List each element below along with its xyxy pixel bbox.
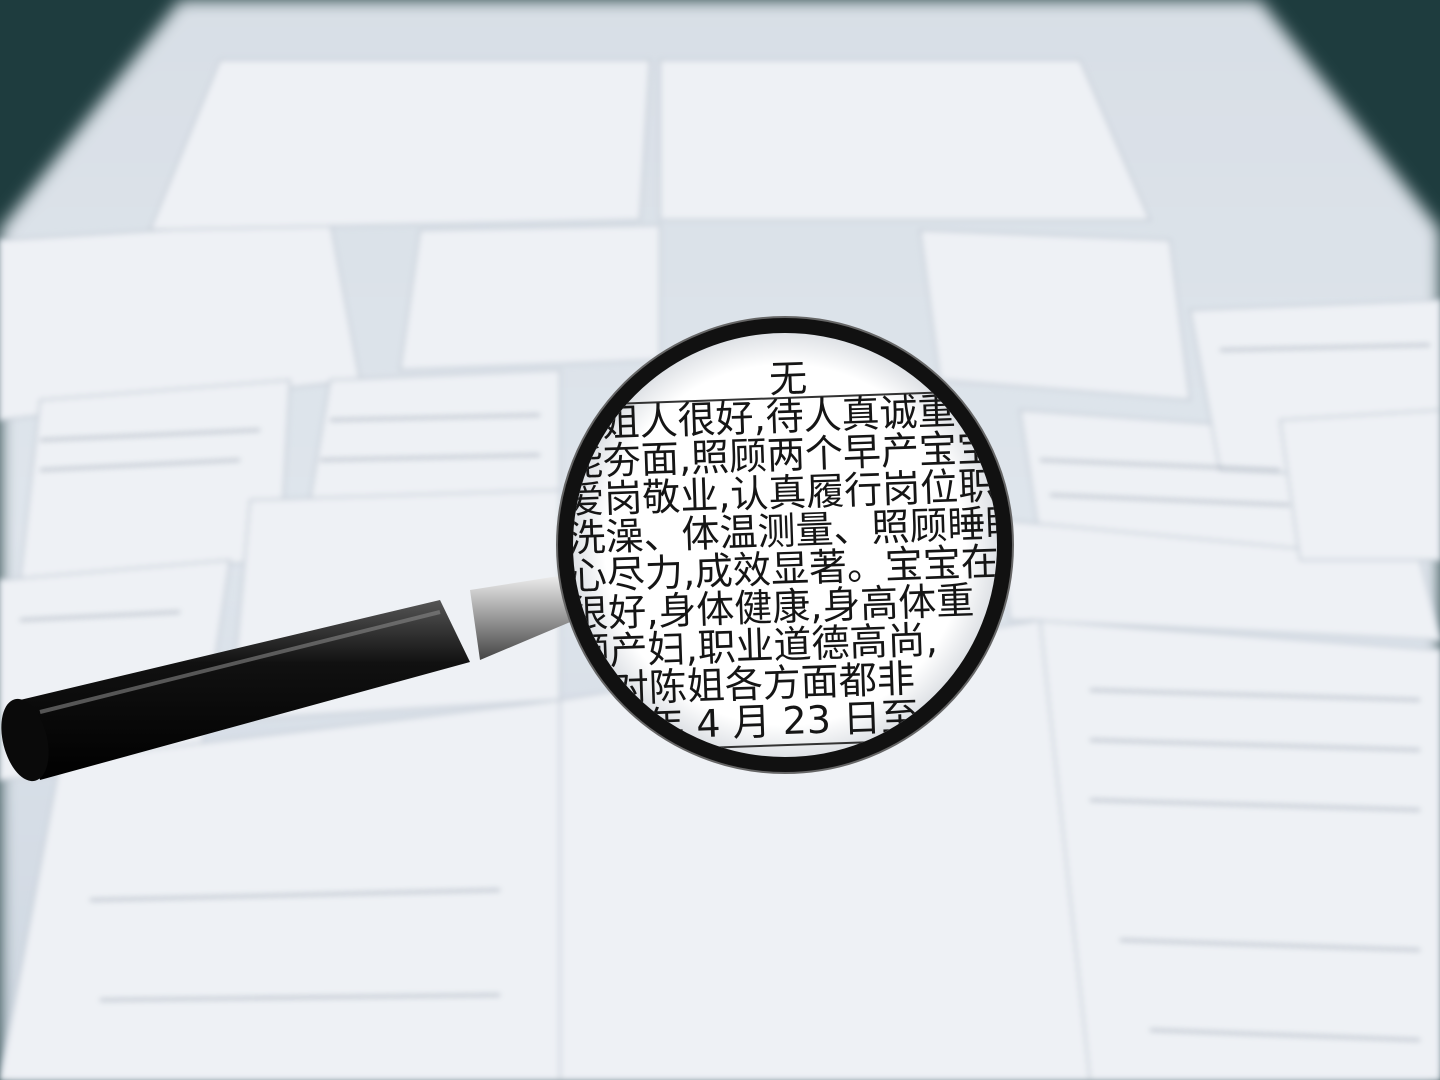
lens-rim-edge <box>556 316 1014 774</box>
lens-text: 无陈姐人很好,待人真诚重能夯面,照顾两个早产宝宝爱岗敬业,认真履行岗位职洗澡、体… <box>566 356 1004 753</box>
lens-heading: 无 <box>768 356 808 401</box>
magnifier-lens: 无陈姐人很好,待人真诚重能夯面,照顾两个早产宝宝爱岗敬业,认真履行岗位职洗澡、体… <box>556 316 1014 774</box>
magnifier-handle <box>1 575 575 782</box>
lens-glass <box>573 333 997 757</box>
lens-rim <box>557 317 1013 773</box>
